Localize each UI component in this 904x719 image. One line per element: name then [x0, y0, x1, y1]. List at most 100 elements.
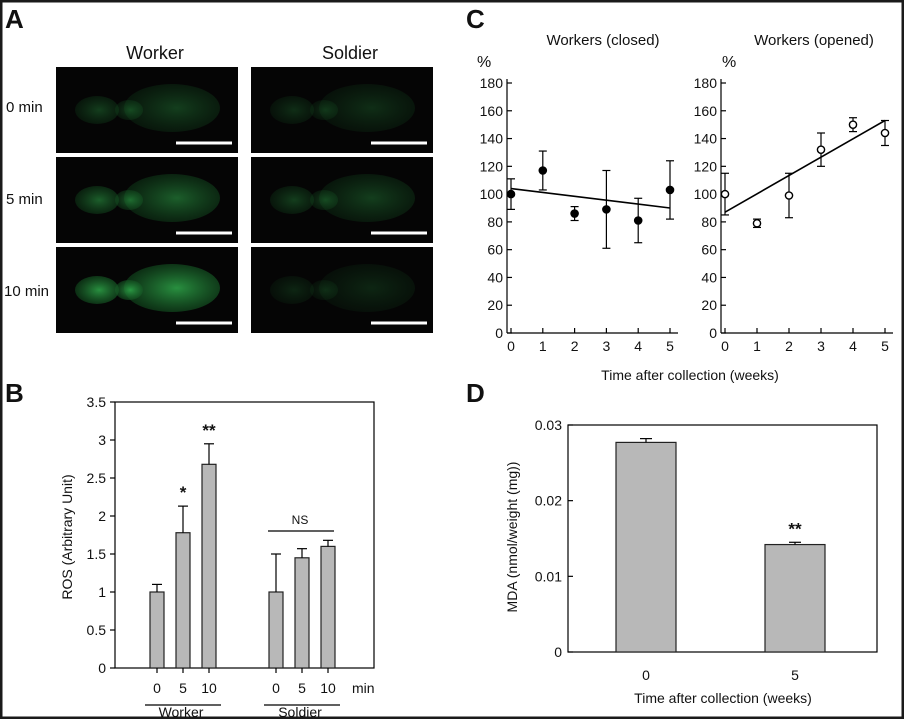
chart-opened-x-tick-label: 3 — [817, 338, 825, 354]
mda-x-tick-label: 0 — [642, 667, 650, 683]
ros-y-tick-label: 3 — [98, 432, 106, 448]
chart-closed-y-tick-label: 160 — [480, 103, 504, 119]
chart-closed-y-tick-label: 40 — [487, 269, 503, 285]
termite-abdomen — [124, 264, 220, 312]
chart-closed-y-tick-label: 180 — [480, 75, 504, 91]
chart-opened-x-tick-label: 5 — [881, 338, 889, 354]
chart-closed-y-tick-label: 120 — [480, 158, 504, 174]
chart-opened-y-tick-label: 180 — [694, 75, 718, 91]
column-label-soldier: Soldier — [322, 43, 378, 63]
chart-opened-title: Workers (opened) — [754, 32, 874, 49]
chart-opened-y-tick-label: 40 — [701, 269, 717, 285]
mda-y-tick-label: 0.03 — [535, 417, 562, 433]
row-label-10min: 10 min — [4, 283, 49, 300]
mda-bar-week-5 — [764, 543, 826, 653]
chart-closed-y-tick-label: 60 — [487, 242, 503, 258]
ros-y-tick-label: 1 — [98, 584, 106, 600]
ros-plot-frame — [114, 401, 375, 669]
chart-closed-point — [570, 209, 579, 218]
chart-closed-x-tick-label: 5 — [666, 338, 674, 354]
column-label-worker: Worker — [126, 43, 184, 63]
termite-thorax — [310, 280, 338, 300]
mda-significance-mark: ** — [788, 519, 802, 538]
ros-x-tick-label: 0 — [153, 680, 161, 696]
termite-thorax — [310, 100, 338, 120]
chart-c-x-axis-label: Time after collection (weeks) — [601, 367, 779, 383]
termite-head — [270, 96, 314, 124]
chart-opened-trend-line — [724, 119, 886, 213]
chart-closed-trend-line — [510, 187, 671, 209]
termite-thorax — [115, 280, 143, 300]
chart-closed-point — [665, 185, 675, 195]
chart-opened-point — [720, 189, 730, 199]
chart-opened-y-unit: % — [722, 54, 736, 71]
termite-head — [270, 276, 314, 304]
chart-closed-x-tick-label: 0 — [507, 338, 515, 354]
panel-letter-a: A — [5, 4, 24, 34]
chart-closed-point — [602, 205, 611, 214]
termite-thorax — [115, 190, 143, 210]
chart-opened-y-tick-label: 140 — [694, 131, 718, 147]
relative-value-charts: Workers (closed) Workers (opened) % % Ti… — [477, 32, 893, 383]
termite-abdomen — [124, 84, 220, 132]
chart-opened-point — [880, 128, 890, 138]
mda-bar-chart: MDA (nmol/weight (mg)) Time after collec… — [504, 417, 878, 706]
chart-opened-y-tick-label: 0 — [709, 325, 717, 341]
mda-y-tick-label: 0.02 — [535, 493, 562, 509]
mda-y-axis-label: MDA (nmol/weight (mg)) — [504, 462, 520, 613]
chart-closed-point — [506, 189, 516, 199]
chart-closed-x-tick-label: 4 — [634, 338, 642, 354]
ros-y-tick-label: 1.5 — [87, 546, 107, 562]
ros-bar-chart: ROS (Arbitrary Unit) NS min Worker Soldi… — [59, 394, 375, 719]
chart-opened-point — [848, 120, 858, 129]
chart-opened-y-tick-label: 120 — [694, 158, 718, 174]
ros-bar-worker-10 — [201, 463, 217, 669]
chart-opened-y-tick-label: 160 — [694, 103, 718, 119]
chart-closed-x-tick-label: 2 — [571, 338, 579, 354]
panel-letter-b: B — [5, 378, 24, 408]
chart-closed-x-tick-label: 1 — [539, 338, 547, 354]
ros-bar-soldier-0 — [268, 591, 284, 669]
mda-plot-frame — [567, 424, 878, 653]
chart-closed-point — [633, 216, 643, 225]
chart-opened-y-tick-label: 100 — [694, 186, 718, 202]
ros-y-tick-label: 0 — [98, 660, 106, 676]
mda-y-tick-label: 0 — [554, 644, 562, 660]
chart-closed-y-unit: % — [477, 54, 491, 71]
chart-opened-point — [816, 145, 826, 154]
termite-abdomen — [124, 174, 220, 222]
ros-x-tick-label: 5 — [298, 680, 306, 696]
row-label-0min: 0 min — [6, 99, 43, 116]
chart-closed-point — [538, 166, 548, 175]
termite-head — [270, 186, 314, 214]
chart-opened-x-tick-label: 4 — [849, 338, 857, 354]
ros-bar-soldier-10 — [320, 545, 336, 669]
mda-y-tick-label: 0.01 — [535, 568, 562, 584]
ros-y-tick-label: 2.5 — [87, 470, 107, 486]
chart-closed-y-tick-label: 20 — [487, 297, 503, 313]
micrograph-panel: Worker Soldier 0 min 5 min 10 min — [4, 43, 433, 333]
termite-head — [75, 186, 119, 214]
termite-head — [75, 276, 119, 304]
ros-bar-worker-0 — [149, 591, 165, 669]
panel-letter-c: C — [466, 4, 485, 34]
ros-significance-mark: ** — [202, 421, 216, 440]
ros-y-tick-label: 2 — [98, 508, 106, 524]
chart-closed-y-tick-label: 100 — [480, 186, 504, 202]
ros-bar-soldier-5 — [294, 557, 310, 669]
chart-opened-x-tick-label: 0 — [721, 338, 729, 354]
ros-group-label-worker: Worker — [159, 704, 204, 719]
chart-closed-y-tick-label: 80 — [487, 214, 503, 230]
ros-y-tick-label: 0.5 — [87, 622, 107, 638]
chart-opened-x-tick-label: 2 — [785, 338, 793, 354]
chart-opened-y-tick-label: 80 — [701, 214, 717, 230]
ros-y-tick-label: 3.5 — [87, 394, 107, 410]
chart-opened-y-tick-label: 20 — [701, 297, 717, 313]
chart-opened-point — [752, 218, 762, 228]
ros-x-tick-label: 10 — [320, 680, 336, 696]
mda-bar-week-0 — [615, 441, 677, 653]
chart-closed-title: Workers (closed) — [546, 32, 659, 49]
ros-y-axis-label: ROS (Arbitrary Unit) — [59, 474, 75, 599]
termite-abdomen — [319, 264, 415, 312]
panel-letter-d: D — [466, 378, 485, 408]
